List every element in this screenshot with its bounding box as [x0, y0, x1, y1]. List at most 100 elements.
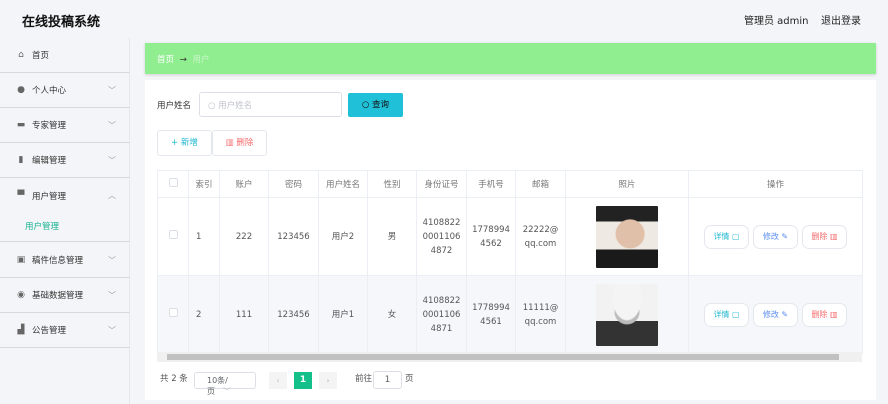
- table-header: 索引 账户 密码 用户姓名 性别 身份证号 手机号 邮箱 照片 操作: [157, 170, 863, 198]
- cell-account: 222: [219, 197, 269, 276]
- row-delete-label: 删除: [811, 231, 828, 241]
- chevron-up-icon: ︿: [108, 191, 116, 200]
- clipboard-icon: ▣: [16, 255, 26, 265]
- cell-phone: 1778994 4562: [466, 197, 516, 276]
- id-line: 4108822: [422, 217, 461, 228]
- edit-button[interactable]: 修改 ✎: [753, 302, 798, 327]
- row-delete-button[interactable]: 删除 ▥: [802, 224, 847, 249]
- row-delete-button[interactable]: 删除 ▥: [802, 302, 847, 327]
- pagination-total: 共 2 条: [160, 374, 188, 384]
- page-size-value: 10条/页: [207, 376, 228, 396]
- chevron-down-icon: ﹀: [108, 155, 116, 165]
- page-size-select[interactable]: 10条/页 ﹀: [194, 372, 256, 396]
- cell-phone: 1778994 4561: [466, 275, 516, 354]
- horizontal-scrollbar[interactable]: [157, 352, 862, 362]
- scrollbar-thumb[interactable]: [167, 354, 839, 360]
- chevron-down-icon: ﹀: [108, 120, 116, 130]
- goto-page-input[interactable]: 1: [373, 371, 402, 389]
- user-table: 索引 账户 密码 用户姓名 性别 身份证号 手机号 邮箱 照片 操作 1 222…: [157, 170, 863, 354]
- app-title: 在线投稿系统: [22, 15, 101, 30]
- cell-email: 22222@ qq.com: [515, 197, 566, 276]
- user-photo: [596, 283, 658, 346]
- cell-index: 2: [188, 275, 220, 354]
- detail-label: 详情: [713, 231, 730, 241]
- chevron-down-icon: ﹀: [223, 387, 231, 396]
- arrow-right-icon: →: [179, 55, 187, 65]
- email-line: qq.com: [524, 316, 557, 327]
- sidebar-item-users[interactable]: ▀ 用户管理 ︿: [0, 178, 130, 213]
- next-page-button[interactable]: ›: [319, 372, 337, 389]
- sidebar-item-label: 基础数据管理: [32, 291, 84, 301]
- col-id: 身份证号: [416, 170, 467, 198]
- cell-photo: [565, 275, 689, 354]
- plus-icon: +: [171, 138, 181, 148]
- id-line: 0001106: [422, 231, 461, 242]
- row-checkbox[interactable]: [168, 307, 178, 317]
- gauge-icon: ◉: [17, 290, 25, 300]
- chart-icon: ▮: [18, 155, 24, 165]
- user-label: 管理员 admin: [744, 16, 809, 27]
- row-checkbox[interactable]: [168, 229, 178, 239]
- cell-name: 用户2: [318, 197, 368, 276]
- edit-label: 修改: [762, 309, 779, 319]
- cell-index: 1: [188, 197, 220, 276]
- cell-password: 123456: [268, 197, 319, 276]
- select-all-cell: [157, 170, 189, 198]
- sidebar-item-base-data[interactable]: ◉ 基础数据管理 ﹀: [0, 278, 130, 313]
- sidebar-item-home[interactable]: ⌂ 首页: [0, 38, 130, 73]
- user-photo: [596, 205, 658, 268]
- cell-gender: 男: [367, 197, 417, 276]
- breadcrumb-home[interactable]: 首页: [157, 55, 175, 65]
- trash-icon: ▥: [829, 231, 838, 241]
- search-label: 用户姓名: [157, 101, 192, 111]
- add-label: 新增: [180, 138, 198, 148]
- email-line: qq.com: [524, 238, 557, 249]
- page-1-button[interactable]: 1: [294, 372, 312, 389]
- chevron-down-icon: ﹀: [108, 85, 116, 95]
- select-all-checkbox[interactable]: [168, 178, 178, 187]
- search-icon: ○: [208, 101, 219, 111]
- sidebar-item-notices[interactable]: ▟ 公告管理 ﹀: [0, 313, 130, 348]
- breadcrumb-current: 用户: [192, 55, 210, 65]
- sidebar-item-editors[interactable]: ▮ 编辑管理 ﹀: [0, 143, 130, 178]
- id-line: 4872: [430, 245, 453, 256]
- chevron-down-icon: ﹀: [108, 290, 116, 300]
- cell-id: 4108822 0001106 4872: [416, 197, 467, 276]
- phone-line: 4561: [480, 316, 502, 327]
- logout-link[interactable]: 退出登录: [821, 16, 861, 27]
- search-icon: ○: [361, 100, 373, 110]
- sidebar-item-experts[interactable]: ▬ 专家管理 ﹀: [0, 108, 130, 143]
- col-email: 邮箱: [515, 170, 566, 198]
- col-index: 索引: [188, 170, 220, 198]
- folder-icon: ▀: [17, 190, 25, 201]
- query-button[interactable]: ○ 查询: [348, 93, 403, 117]
- prev-page-button[interactable]: ‹: [269, 372, 287, 389]
- edit-label: 修改: [762, 231, 779, 241]
- search-input[interactable]: ○ 用户姓名: [199, 92, 342, 117]
- row-select-cell: [157, 275, 189, 354]
- add-button[interactable]: + 新增: [157, 130, 212, 156]
- cell-email: 11111@ qq.com: [515, 275, 566, 354]
- detail-button[interactable]: 详情 ▢: [704, 302, 749, 327]
- cell-actions: 详情 ▢ 修改 ✎ 删除 ▥: [688, 197, 863, 276]
- delete-label: 删除: [236, 138, 254, 148]
- delete-button[interactable]: ▥ 删除: [212, 130, 267, 156]
- search-placeholder: 用户姓名: [218, 101, 253, 111]
- sidebar-subitem-users[interactable]: 用户管理: [0, 212, 130, 242]
- table-row: 2 111 123456 用户1 女 4108822 0001106 4871 17…: [157, 275, 863, 354]
- phone-line: 4562: [480, 238, 502, 249]
- sidebar-item-profile[interactable]: ● 个人中心 ﹀: [0, 73, 130, 108]
- sidebar-item-label: 个人中心: [32, 86, 67, 96]
- detail-button[interactable]: 详情 ▢: [704, 224, 749, 249]
- trash-icon: ▥: [829, 309, 838, 319]
- chevron-down-icon: ﹀: [108, 325, 116, 335]
- cell-actions: 详情 ▢ 修改 ✎ 删除 ▥: [688, 275, 863, 354]
- col-phone: 手机号: [466, 170, 516, 198]
- sidebar-item-label: 稿件信息管理: [32, 256, 84, 266]
- col-gender: 性别: [367, 170, 417, 198]
- home-icon: ⌂: [18, 50, 24, 60]
- edit-button[interactable]: 修改 ✎: [753, 224, 798, 249]
- sidebar-item-manuscripts[interactable]: ▣ 稿件信息管理 ﹀: [0, 243, 130, 278]
- edit-icon: ✎: [781, 309, 789, 319]
- trash-icon: ▥: [225, 138, 237, 148]
